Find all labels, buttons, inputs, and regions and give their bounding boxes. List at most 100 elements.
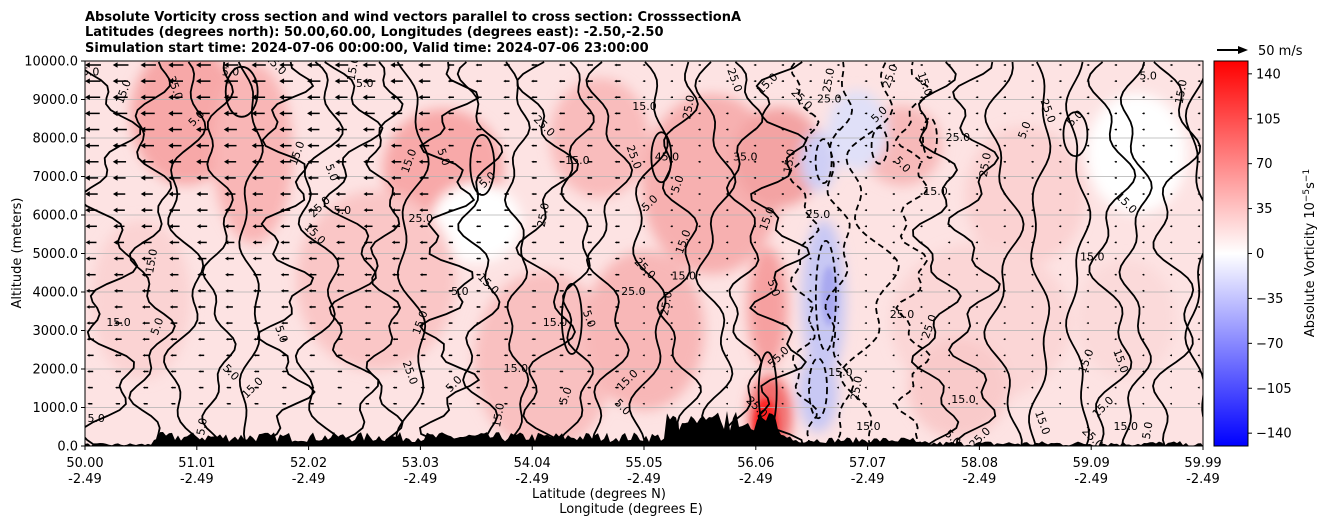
wind-vector-head-icon — [392, 321, 395, 325]
wind-vector — [85, 94, 101, 101]
wind-vector-head-icon — [670, 386, 673, 389]
wind-vector — [225, 354, 232, 357]
wind-vector-head-icon — [642, 192, 645, 196]
wind-vector-head-icon — [531, 192, 534, 196]
wind-vector — [392, 305, 399, 309]
wind-vector-head-icon — [170, 353, 173, 357]
wind-vector — [781, 225, 784, 228]
wind-vector — [279, 62, 294, 68]
wind-vector — [309, 386, 315, 389]
wind-vector-head-icon — [586, 160, 589, 163]
wind-vector-head-icon — [892, 80, 895, 83]
wind-vector-head-icon — [1169, 63, 1172, 67]
wind-vector-head-icon — [223, 142, 229, 149]
wind-vector-head-icon — [168, 158, 174, 165]
wind-vector — [1058, 192, 1062, 196]
wind-vector-head-icon — [1197, 386, 1200, 389]
wind-vector — [475, 225, 481, 228]
wind-vector — [1031, 209, 1034, 212]
wind-vector — [168, 191, 181, 197]
wind-vector — [947, 160, 951, 163]
wind-vector-head-icon — [337, 370, 340, 373]
wind-vector-head-icon — [252, 240, 257, 245]
x-tick-label-lon: -2.49 — [963, 472, 997, 487]
wind-vector-head-icon — [391, 175, 395, 181]
wind-vector — [1031, 112, 1034, 115]
wind-vector-head-icon — [947, 273, 950, 276]
wind-vector — [614, 402, 619, 405]
wind-vector-head-icon — [1169, 354, 1172, 357]
wind-vector-head-icon — [307, 143, 312, 149]
wind-vector — [476, 289, 481, 292]
wind-vector-head-icon — [475, 176, 478, 180]
wind-vector — [892, 322, 895, 325]
wind-vector-head-icon — [698, 386, 700, 389]
contour-line — [749, 61, 811, 446]
wind-vector-head-icon — [1086, 273, 1089, 276]
wind-vector — [1142, 402, 1145, 405]
wind-vector-head-icon — [281, 354, 284, 357]
wind-vector — [280, 240, 290, 245]
wind-vector-head-icon — [392, 289, 395, 293]
wind-vector — [112, 78, 129, 84]
wind-vector-head-icon — [864, 128, 867, 131]
y-tick-label: 7000.0 — [33, 170, 79, 185]
contour-label: 15.0 — [345, 55, 362, 81]
wind-vector — [198, 370, 204, 373]
wind-vector-head-icon — [281, 402, 284, 405]
wind-vector — [1086, 128, 1090, 131]
wind-vector — [1142, 96, 1145, 99]
wind-vector-head-icon — [364, 354, 367, 357]
wind-vector — [225, 321, 233, 325]
wind-vector-head-icon — [864, 160, 867, 163]
wind-vector — [781, 273, 784, 276]
wind-vector-head-icon — [1142, 402, 1144, 405]
wind-vector-head-icon — [225, 289, 229, 293]
wind-vector — [420, 402, 425, 405]
wind-vector — [920, 112, 923, 115]
wind-vector — [781, 338, 784, 341]
wind-vector — [975, 402, 978, 405]
wind-vector — [337, 354, 343, 357]
wind-vector — [614, 63, 621, 67]
contour-line — [456, 61, 504, 446]
wind-vector — [586, 112, 593, 115]
wind-vector-head-icon — [864, 80, 867, 83]
y-tick-label: 4000.0 — [33, 286, 79, 301]
wind-vector-head-icon — [1031, 160, 1033, 163]
wind-vector-head-icon — [753, 338, 756, 341]
wind-vector-head-icon — [503, 192, 506, 196]
wind-vector-head-icon — [1114, 338, 1117, 341]
wind-vector — [1142, 160, 1145, 163]
wind-vector — [920, 160, 923, 163]
wind-vector-head-icon — [614, 176, 617, 180]
wind-vector-head-icon — [390, 127, 395, 132]
wind-vector — [670, 386, 673, 389]
wind-vector — [1169, 160, 1173, 163]
wind-vector-head-icon — [559, 241, 562, 244]
wind-vector — [1058, 370, 1061, 373]
wind-vector — [392, 354, 398, 357]
wind-vector-head-icon — [476, 273, 478, 276]
wind-vector — [142, 353, 149, 357]
wind-vector — [614, 241, 620, 244]
wind-vector — [753, 386, 756, 389]
wind-vector — [1031, 305, 1034, 309]
wind-vector — [1003, 305, 1006, 309]
wind-vector-head-icon — [670, 176, 673, 179]
wind-vector-head-icon — [196, 78, 201, 84]
wind-vector — [559, 144, 565, 147]
wind-vector-head-icon — [1058, 63, 1061, 67]
wind-vector-head-icon — [864, 225, 867, 228]
wind-vector-head-icon — [86, 305, 90, 309]
wind-vector-head-icon — [1058, 322, 1061, 325]
wind-vector — [587, 402, 591, 405]
wind-vector-head-icon — [197, 337, 201, 341]
wind-vector — [698, 402, 701, 405]
y-tick-label: 0.0 — [57, 440, 78, 455]
wind-vector-head-icon — [559, 354, 562, 357]
wind-vector — [531, 322, 536, 325]
wind-vector — [308, 305, 316, 309]
wind-vector-head-icon — [975, 112, 978, 115]
wind-vector-head-icon — [947, 63, 950, 67]
